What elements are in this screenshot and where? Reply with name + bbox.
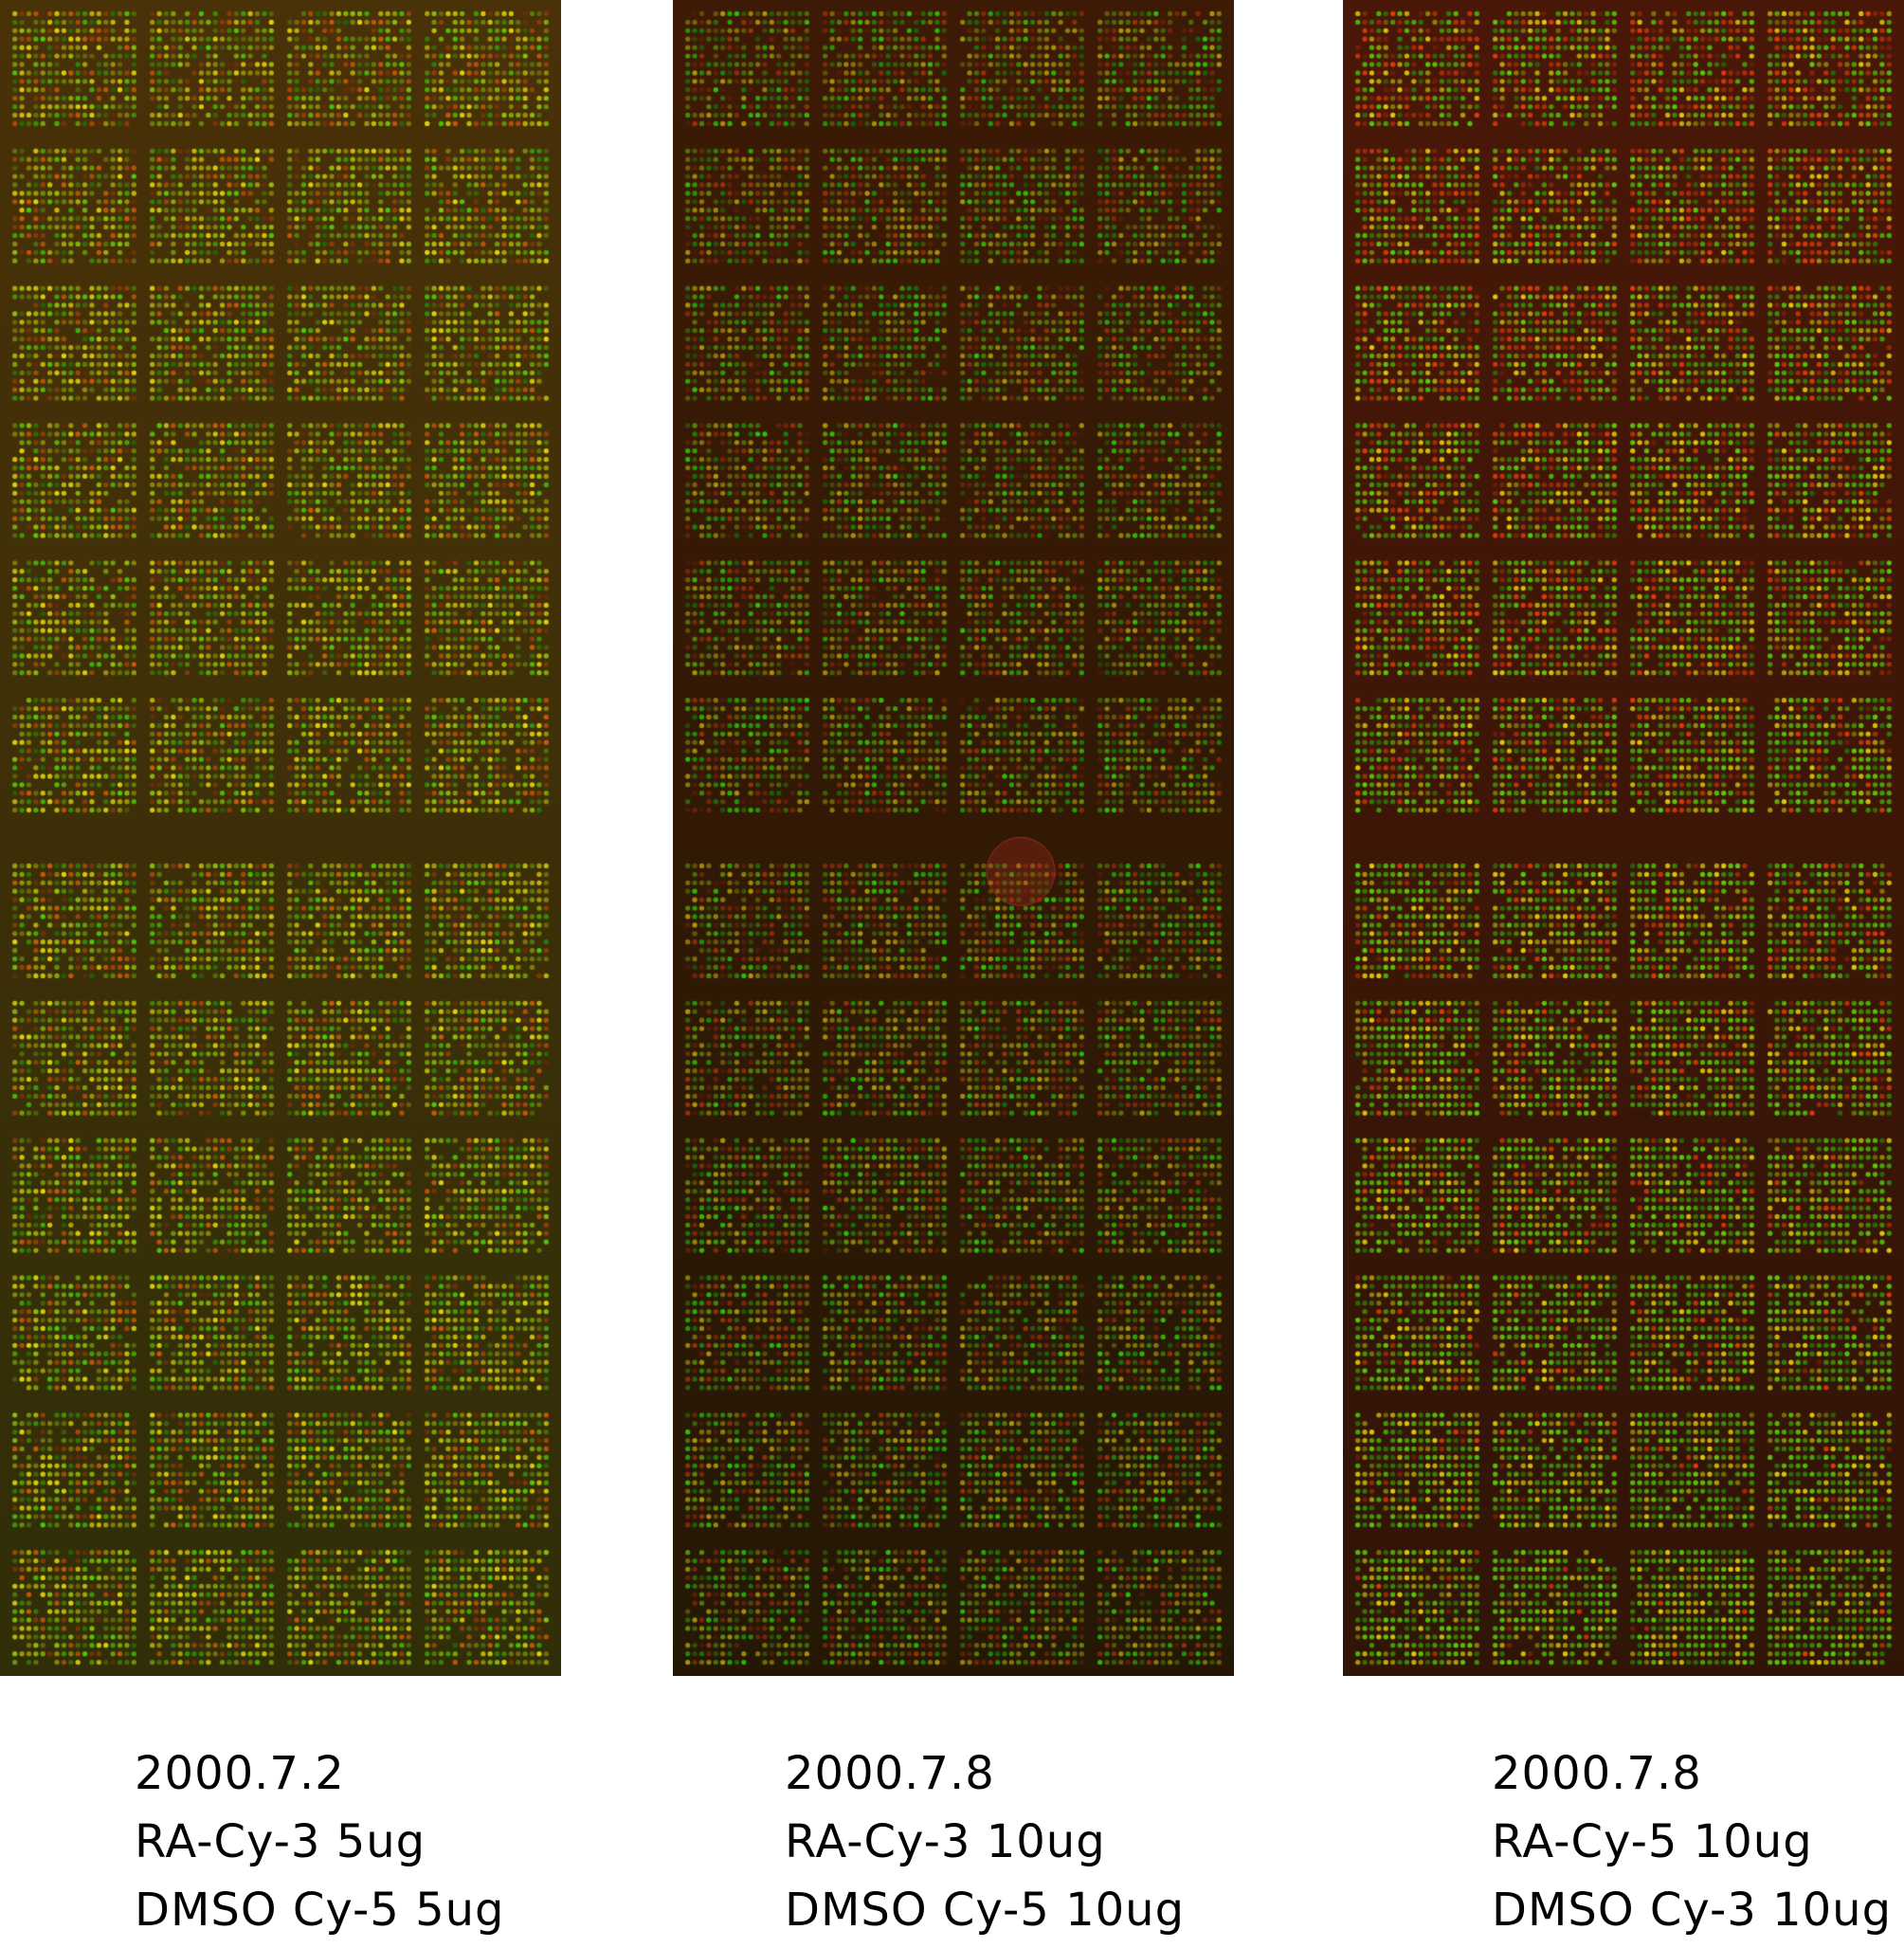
caption-dmso-label: DMSO Cy-3 10ug: [1492, 1884, 1893, 1937]
caption-dmso-label: DMSO Cy-5 5ug: [135, 1884, 505, 1937]
caption-dmso-label: DMSO Cy-5 10ug: [785, 1884, 1186, 1937]
caption-slide-1: 2000.7.2 RA-Cy-3 5ug DMSO Cy-5 5ug: [135, 1739, 505, 1944]
microarray-slide-2: [673, 0, 1234, 1676]
caption-slide-2: 2000.7.8 RA-Cy-3 10ug DMSO Cy-5 10ug: [785, 1739, 1185, 1944]
caption-date: 2000.7.8: [1492, 1747, 1702, 1800]
caption-ra-label: RA-Cy-3 5ug: [135, 1815, 426, 1868]
microarray-slide-3: [1343, 0, 1904, 1676]
microarray-image-2: [673, 0, 1234, 1676]
caption-slide-3: 2000.7.8 RA-Cy-5 10ug DMSO Cy-3 10ug: [1492, 1739, 1892, 1944]
caption-ra-label: RA-Cy-5 10ug: [1492, 1815, 1813, 1868]
microarray-image-3: [1343, 0, 1904, 1676]
caption-date: 2000.7.2: [135, 1747, 345, 1800]
caption-ra-label: RA-Cy-3 10ug: [785, 1815, 1106, 1868]
microarray-image-1: [0, 0, 561, 1676]
caption-date: 2000.7.8: [785, 1747, 995, 1800]
microarray-slide-1: [0, 0, 561, 1676]
